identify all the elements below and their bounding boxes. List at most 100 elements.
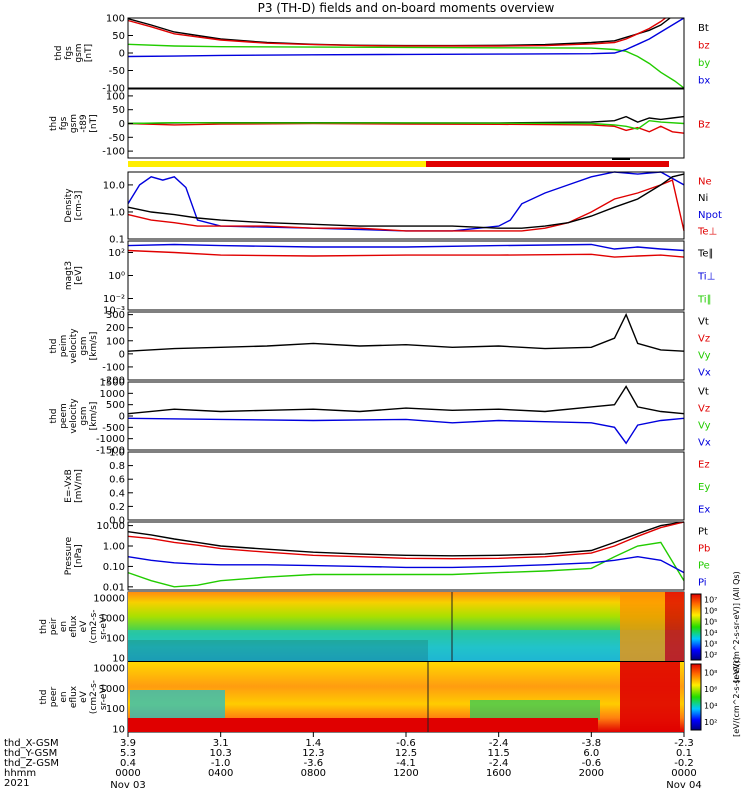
spectrograms	[128, 592, 684, 732]
ephemeris-value: -2.4	[489, 738, 509, 749]
y-tick-label: 10	[112, 653, 125, 664]
y-tick-label: 10.00	[96, 521, 125, 532]
legend-label-peem_velocity: Vx	[698, 438, 711, 449]
y-tick-label: 10⁰	[108, 271, 125, 282]
y-axis-title-line: fgs	[64, 46, 74, 60]
y-axis-title-line: Pressure	[64, 536, 74, 575]
legend-label-fgs_gsm: bz	[698, 40, 710, 51]
y-tick-label: 1000	[100, 613, 125, 624]
legend-label-pressure: Pi	[698, 578, 707, 589]
electron-spectrogram	[128, 662, 684, 732]
y-axis-title-line: [eV]	[74, 266, 84, 285]
colorbar-electron	[690, 663, 702, 731]
ephemeris-row-label: 2021	[4, 778, 29, 789]
y-tick-label: 10.0	[103, 180, 125, 191]
colorbar-tick-label: 10⁸	[704, 668, 717, 677]
series-line-magt3-te	[127, 249, 685, 258]
panel-frame-pressure	[127, 521, 685, 591]
y-tick-label: 300	[106, 310, 125, 321]
y-axis-title-line: peem	[59, 403, 69, 429]
y-tick-label: 100	[106, 14, 125, 25]
ephemeris-value: 0.1	[676, 748, 692, 759]
y-axis-title-line: peim	[59, 335, 69, 358]
y-axis-title-line: en	[59, 621, 69, 632]
legend-label-peem_velocity: Vt	[698, 387, 709, 398]
ephemeris-value: 5.3	[120, 748, 136, 759]
ephemeris-value: 0.4	[120, 758, 136, 769]
y-tick-label: -100	[102, 84, 125, 95]
colorbar-ion	[690, 593, 702, 661]
y-tick-label: 0	[119, 119, 125, 130]
colorbar-tick-label: 10³	[704, 640, 717, 649]
legend-label-e_field: Ey	[698, 482, 710, 493]
y-tick-label: 0.10	[103, 562, 125, 573]
y-axis-title-line: thd	[49, 409, 59, 424]
y-tick-label: 0	[119, 49, 125, 60]
mode-bar-segment-1	[128, 161, 426, 167]
panel-e_field: 1.0 0.8 0.6 0.4 0.2 0.0 E=-VxB [mV/m] Ez Ey Ex	[64, 448, 710, 527]
series-line-density-npot	[127, 171, 685, 232]
legend-label-peem_velocity: Vz	[698, 404, 710, 415]
y-tick-label: -100	[102, 362, 125, 373]
y-axis-title-line: sr-eV)	[99, 684, 109, 710]
y-tick-label: 10	[112, 724, 125, 735]
series-line-pressure-pt	[127, 521, 685, 557]
y-tick-label: 1.0	[109, 207, 125, 218]
series-line-density-ne	[127, 179, 685, 232]
colorbar-title: [eV/(cm^2-s-sr-eV)]	[732, 657, 741, 737]
series-line-peem_velocity-vx	[127, 417, 685, 445]
y-axis-title-line: fgs	[59, 116, 69, 130]
y-tick-label: -200	[102, 376, 125, 387]
panel-frame-magt3	[127, 240, 685, 311]
ephemeris-row-label: thd_Y-GSM	[4, 748, 57, 759]
panel-pressure: 10.00 1.00 0.10 0.01 Pressure [nPa] Pt Pb Pe Pi	[64, 521, 710, 593]
ephemeris-value: 3.9	[120, 738, 136, 749]
date-label-end: Nov 04	[666, 780, 701, 791]
y-axis-title-line: gsm	[79, 406, 89, 425]
y-tick-label: -1000	[96, 434, 125, 445]
y-tick-label: -100	[102, 147, 125, 158]
y-tick-label: -1500	[96, 446, 125, 457]
ephemeris-value: -2.3	[674, 738, 694, 749]
ephemeris-row-label: thd_Z-GSM	[4, 758, 59, 769]
colorbar-tick-label: 10²	[704, 651, 717, 660]
y-axis-title-line: [nT]	[89, 114, 99, 132]
series-line-fgs_gsm-by	[127, 43, 685, 89]
colorbar-tick-label: 10⁷	[704, 596, 717, 605]
y-axis-title-line: velocity	[69, 398, 79, 434]
legend-label-peem_velocity: Vy	[698, 421, 711, 432]
ion-spectrogram-dark-stripe	[128, 640, 428, 661]
series-line-peem_velocity-vt	[127, 385, 685, 415]
series-line-fgs_gsm-bt	[127, 17, 671, 47]
y-axis-title-line: [km/s]	[89, 402, 99, 431]
y-axis-title-line: gsm	[79, 336, 89, 355]
electron-spectrogram-low-energy-band	[128, 718, 598, 732]
y-tick-label: 0	[119, 412, 125, 423]
legend-label-fgs_gsm_t89: Bz	[698, 120, 710, 131]
y-axis-title-line: (cm2-s-	[89, 609, 99, 643]
y-axis-title-line: thd	[49, 116, 59, 131]
series-line-fgs_gsm_t89-green	[127, 119, 685, 130]
ion-spectrogram-dawn-region	[620, 592, 665, 661]
mode-bar-segment-2	[426, 161, 669, 167]
panel-frame-peim_velocity	[127, 311, 685, 381]
y-tick-label: 1000	[100, 684, 125, 695]
y-axis-title-line: (cm2-s-	[89, 680, 99, 714]
series-line-fgs_gsm-bz	[127, 17, 666, 47]
ephemeris-value: -2.4	[489, 758, 509, 769]
time-axis: 3.95.30.400003.110.3-1.004001.412.3-3.60…	[4, 732, 702, 791]
series-line-pressure-pe	[127, 541, 685, 588]
ephemeris-row-label: thd_X-GSM	[4, 738, 59, 749]
ephemeris-value: -0.6	[396, 738, 416, 749]
panel-frame-density	[127, 171, 685, 240]
y-axis-title-line: thd	[54, 46, 64, 61]
y-tick-label: 10²	[108, 248, 125, 259]
series-line-density-ni	[127, 173, 685, 229]
legend-label-peim_velocity: Vz	[698, 334, 710, 345]
y-axis-title-line: eflux	[69, 685, 79, 708]
y-axis-title-line: [cm-3]	[74, 191, 84, 221]
colorbar-tick-label: 10⁶	[704, 607, 717, 616]
